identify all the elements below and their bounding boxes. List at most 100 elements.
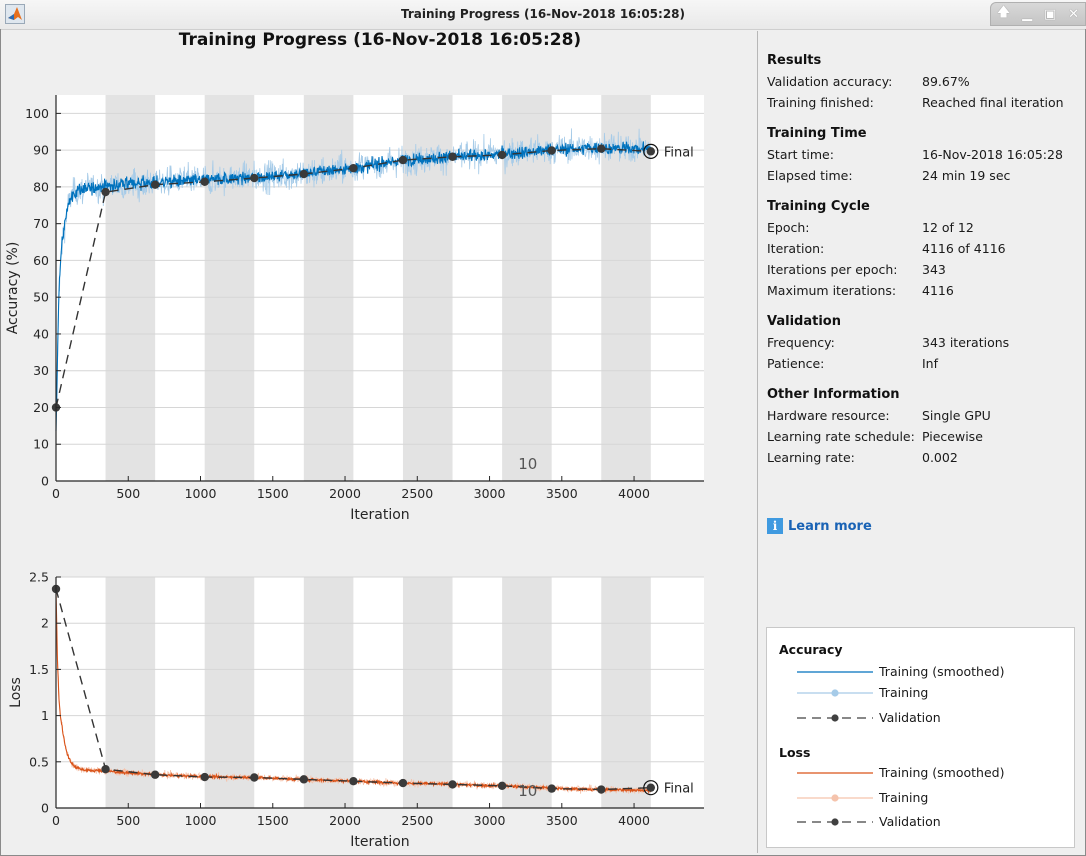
validation-point: [646, 783, 656, 792]
legend-item-label: Validation: [879, 710, 941, 725]
epoch-band: [303, 95, 354, 481]
final-marker: [643, 780, 659, 796]
x-tick-label: 500: [116, 486, 140, 501]
info-value: 343: [922, 262, 946, 277]
validation-point: [150, 180, 160, 189]
info-label: Validation accuracy:: [767, 74, 893, 89]
validation-point: [200, 772, 209, 782]
validation-point: [101, 187, 110, 197]
y-tick-label: 1: [41, 708, 49, 723]
y-tick-label: 0: [41, 474, 49, 489]
y-tick-label: 2: [41, 616, 49, 631]
info-value: 24 min 19 sec: [922, 168, 1011, 183]
validation-point: [299, 169, 309, 179]
validation-point: [398, 155, 408, 165]
x-tick-label: 0: [52, 813, 60, 828]
section-heading: Training Time: [767, 126, 867, 141]
y-tick-label: 80: [33, 179, 49, 194]
info-label: Learning rate:: [767, 450, 855, 465]
x-tick-label: 4000: [618, 813, 650, 828]
learn-more-label[interactable]: Learn more: [788, 518, 872, 534]
x-tick-label: 500: [116, 813, 140, 828]
legend-group-heading: Accuracy: [779, 642, 843, 657]
y-tick-label: 90: [33, 143, 49, 158]
section-heading: Training Cycle: [767, 199, 870, 214]
validation-point: [547, 146, 556, 155]
validation-point: [547, 784, 556, 793]
epoch-band: [502, 577, 552, 808]
info-value: Inf: [922, 356, 939, 371]
x-tick-label: 2500: [401, 813, 433, 828]
maximize-button[interactable]: ▣: [1043, 6, 1057, 22]
legend-group-heading: Loss: [779, 745, 811, 760]
validation-point: [597, 785, 606, 794]
restore-up-icon[interactable]: 🡅: [996, 5, 1011, 20]
epoch-band: [303, 577, 354, 808]
y-tick-label: 1.5: [29, 662, 49, 677]
window-controls: 🡅 ▁ ▣ ✕: [990, 2, 1086, 26]
info-value: 12 of 12: [922, 220, 974, 235]
epoch-band: [601, 577, 651, 808]
legend-swatch-icon: [797, 772, 873, 774]
legend-item-label: Training: [879, 685, 929, 700]
epoch-label: 10: [518, 782, 537, 800]
window-title: Training Progress (16-Nov-2018 16:05:28): [400, 7, 686, 21]
minimize-button[interactable]: ▁: [1022, 6, 1033, 22]
y-axis-label: Accuracy (%): [5, 242, 21, 335]
y-tick-label: 2.5: [29, 570, 49, 585]
info-sidebar: Results Validation accuracy: 89.67% Trainin…: [757, 31, 1084, 853]
y-tick-label: 60: [33, 253, 49, 268]
validation-point: [497, 150, 507, 160]
legend-swatch-icon: [797, 689, 873, 697]
x-axis-label: Iteration: [350, 834, 409, 850]
learn-more-link[interactable]: i Learn more: [767, 518, 872, 534]
x-tick-label: 1000: [185, 486, 217, 501]
info-value: 89.67%: [922, 74, 970, 89]
x-tick-label: 2500: [401, 486, 433, 501]
validation-point: [150, 770, 160, 779]
info-label: Maximum iterations:: [767, 283, 897, 298]
info-label: Frequency:: [767, 335, 835, 350]
section-heading: Results: [767, 53, 822, 68]
info-label: Learning rate schedule:: [767, 429, 915, 444]
legend-swatch-icon: [797, 714, 873, 722]
validation-point: [101, 764, 110, 774]
y-tick-label: 40: [33, 326, 49, 341]
validation-point: [250, 773, 259, 782]
plot-area: [56, 577, 704, 808]
validation-point: [497, 781, 507, 791]
legend-panel: Accuracy Training (smoothed) Training Valid…: [766, 627, 1075, 848]
info-value: 4116 of 4116: [922, 241, 1006, 256]
info-icon: i: [767, 518, 783, 534]
validation-point: [200, 177, 209, 186]
legend-item-label: Validation: [879, 814, 941, 829]
info-label: Epoch:: [767, 220, 810, 235]
x-tick-label: 3500: [546, 486, 578, 501]
y-tick-label: 10: [33, 437, 49, 452]
epoch-label: 10: [518, 455, 537, 473]
info-value: 0.002: [922, 450, 958, 465]
x-tick-label: 3500: [546, 813, 578, 828]
info-label: Training finished:: [767, 95, 874, 110]
matlab-logo-icon: [5, 4, 25, 24]
info-value: Single GPU: [922, 408, 991, 423]
final-marker: [643, 143, 659, 159]
y-tick-label: 30: [33, 363, 49, 378]
legend-item-label: Training: [879, 790, 929, 805]
section-heading: Other Information: [767, 387, 900, 402]
y-tick-label: 100: [25, 106, 49, 121]
x-tick-label: 3000: [474, 486, 506, 501]
info-label: Hardware resource:: [767, 408, 890, 423]
close-button[interactable]: ✕: [1068, 6, 1080, 22]
x-tick-label: 3000: [474, 813, 506, 828]
validation-point: [250, 173, 259, 183]
validation-point: [597, 144, 606, 153]
legend-item-label: Training (smoothed): [879, 765, 1005, 780]
x-axis-label: Iteration: [350, 507, 409, 523]
section-heading: Validation: [767, 314, 841, 329]
validation-point: [448, 780, 457, 789]
epoch-band: [204, 577, 255, 808]
